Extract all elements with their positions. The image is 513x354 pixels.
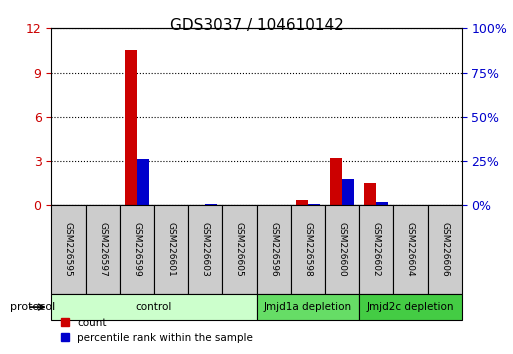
Bar (296, 200, 308, 205)
FancyBboxPatch shape (222, 205, 256, 294)
FancyBboxPatch shape (256, 294, 359, 320)
Bar (137, 159, 149, 205)
Text: control: control (136, 302, 172, 312)
Legend: count, percentile rank within the sample: count, percentile rank within the sample (56, 314, 258, 347)
FancyBboxPatch shape (154, 205, 188, 294)
Text: GSM226601: GSM226601 (167, 222, 175, 277)
FancyBboxPatch shape (120, 205, 154, 294)
Text: GSM226600: GSM226600 (338, 222, 346, 277)
FancyBboxPatch shape (325, 205, 359, 294)
FancyBboxPatch shape (291, 205, 325, 294)
Bar (205, 204, 217, 205)
Text: GSM226596: GSM226596 (269, 222, 278, 277)
Bar (342, 179, 354, 205)
Bar (125, 51, 137, 205)
FancyBboxPatch shape (188, 205, 222, 294)
Text: GDS3037 / 104610142: GDS3037 / 104610142 (170, 18, 343, 33)
Text: GSM226605: GSM226605 (235, 222, 244, 277)
FancyBboxPatch shape (51, 205, 86, 294)
FancyBboxPatch shape (359, 294, 462, 320)
Bar (308, 204, 320, 205)
Text: GSM226598: GSM226598 (303, 222, 312, 277)
Text: GSM226599: GSM226599 (132, 222, 141, 277)
Text: Jmjd2c depletion: Jmjd2c depletion (367, 302, 454, 312)
FancyBboxPatch shape (393, 205, 427, 294)
Text: Jmjd1a depletion: Jmjd1a depletion (264, 302, 352, 312)
Text: GSM226602: GSM226602 (372, 222, 381, 277)
Text: GSM226604: GSM226604 (406, 222, 415, 277)
FancyBboxPatch shape (256, 205, 291, 294)
Text: GSM226603: GSM226603 (201, 222, 210, 277)
Text: GSM226597: GSM226597 (98, 222, 107, 277)
FancyBboxPatch shape (51, 294, 256, 320)
FancyBboxPatch shape (427, 205, 462, 294)
FancyBboxPatch shape (86, 205, 120, 294)
Bar (364, 183, 376, 205)
Bar (376, 201, 388, 205)
Text: protocol: protocol (10, 302, 55, 312)
Text: GSM226595: GSM226595 (64, 222, 73, 277)
Bar (330, 158, 342, 205)
FancyBboxPatch shape (359, 205, 393, 294)
Text: GSM226606: GSM226606 (440, 222, 449, 277)
